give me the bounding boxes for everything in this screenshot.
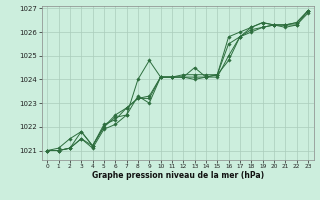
- X-axis label: Graphe pression niveau de la mer (hPa): Graphe pression niveau de la mer (hPa): [92, 171, 264, 180]
